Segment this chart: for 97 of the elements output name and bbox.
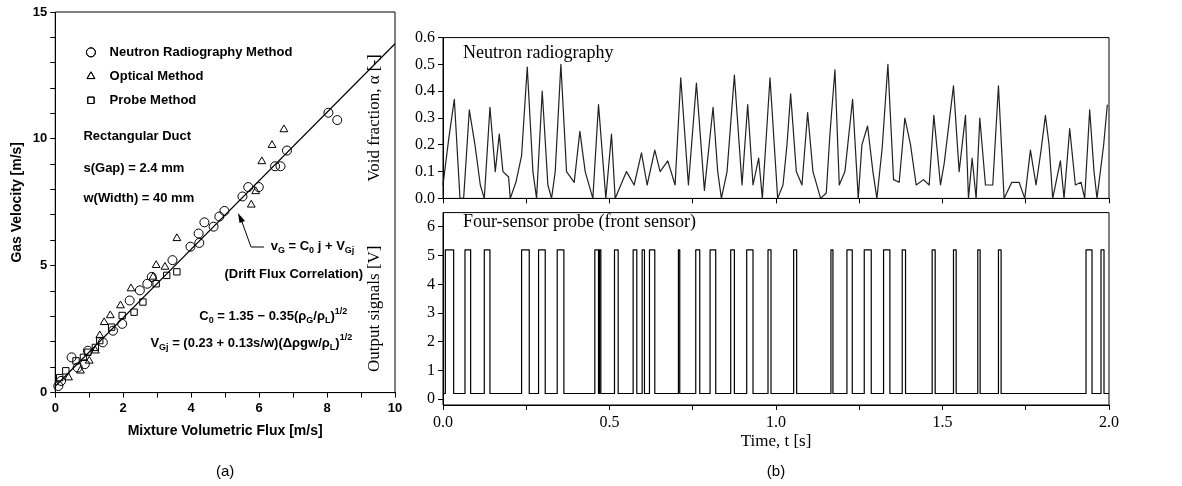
- y-tick-label: 15: [32, 3, 48, 19]
- y-axis-title: Output signals [V]: [363, 245, 383, 373]
- annotation: (Drift Flux Correlation): [224, 266, 364, 282]
- x-tick-label: 6: [255, 399, 263, 415]
- point: [64, 372, 73, 381]
- y-tick-label: 2: [427, 332, 435, 350]
- point: [96, 336, 104, 345]
- point: [97, 337, 108, 348]
- point: [117, 318, 128, 329]
- point: [243, 182, 254, 193]
- point: [163, 271, 171, 280]
- x-tick-label: 10: [387, 399, 403, 415]
- point: [281, 145, 292, 156]
- y-axis-title: Gas Velocity [m/s]: [8, 142, 25, 263]
- y-tick-label: 5: [40, 257, 48, 273]
- legend-label: Optical Method: [109, 67, 204, 83]
- x-tick-label: 2.0: [1099, 412, 1119, 430]
- point: [79, 353, 88, 362]
- point: [193, 228, 204, 239]
- point: [152, 280, 160, 288]
- point: [253, 182, 264, 193]
- x-tick-label: 8: [323, 399, 331, 415]
- x-tick-label: 4: [187, 399, 196, 415]
- point: [79, 359, 90, 370]
- legend-label: Neutron Radiography Method: [109, 43, 293, 59]
- point: [62, 367, 70, 375]
- y-tick-label: 6: [427, 217, 435, 235]
- text: (b): [766, 462, 786, 480]
- x-tick-label: 0.5: [599, 412, 620, 430]
- point: [167, 255, 178, 266]
- point: [53, 381, 64, 391]
- y-tick-label: 0.4: [415, 81, 435, 99]
- y-tick-label: 0.0: [415, 188, 435, 206]
- y-tick-label: 0.5: [415, 54, 435, 72]
- point: [251, 186, 261, 195]
- annotation: w(Width) = 40 mm: [82, 190, 195, 206]
- y-tick-label: 0: [40, 384, 48, 400]
- point: [56, 373, 64, 382]
- point: [275, 161, 286, 172]
- y-tick-label: 3: [427, 303, 435, 321]
- legend-label: Probe Method: [109, 91, 197, 107]
- x-tick-label: 2: [119, 399, 127, 415]
- point: [237, 191, 248, 202]
- x-tick-label: 0: [51, 399, 59, 415]
- point: [107, 323, 116, 331]
- point: [173, 268, 181, 276]
- point: [185, 241, 196, 252]
- point: [257, 156, 267, 165]
- point: [72, 362, 83, 373]
- point: [130, 308, 138, 316]
- annotation: Four-sensor probe (front sensor): [462, 210, 697, 232]
- point: [99, 317, 109, 326]
- point: [267, 140, 277, 148]
- point: [76, 365, 85, 374]
- point: [66, 352, 77, 363]
- annotation: Rectangular Duct: [83, 127, 192, 143]
- point: [142, 278, 153, 289]
- point: [323, 107, 334, 118]
- x-axis-title: Time, t [s]: [740, 431, 812, 451]
- point: [116, 300, 125, 309]
- x-axis-title: Mixture Volumetric Flux [m/s]: [127, 422, 323, 439]
- point: [124, 295, 135, 306]
- y-tick-label: 0.6: [415, 27, 435, 45]
- point: [134, 285, 145, 296]
- point: [208, 221, 219, 232]
- point: [160, 262, 170, 270]
- point: [214, 211, 225, 222]
- point: [172, 233, 182, 242]
- text: (a): [215, 462, 235, 480]
- y-tick-label: 0.1: [415, 161, 435, 179]
- x-tick-label: 1.0: [766, 412, 786, 430]
- annotation: Neutron radiography: [462, 42, 614, 63]
- y-tick-label: 5: [427, 245, 435, 263]
- point: [199, 217, 210, 228]
- point: [151, 260, 161, 268]
- y-tick-label: 0.3: [415, 108, 435, 126]
- y-tick-label: 0.2: [415, 135, 435, 152]
- point: [95, 330, 105, 339]
- annotation: s(Gap) = 2.4 mm: [83, 159, 185, 175]
- point: [84, 355, 94, 364]
- point: [270, 161, 281, 172]
- point: [279, 124, 289, 133]
- point: [108, 325, 119, 336]
- point: [194, 237, 205, 248]
- point: [139, 298, 147, 306]
- point: [332, 115, 343, 126]
- point: [126, 283, 136, 292]
- point: [246, 199, 256, 208]
- y-tick-label: 4: [427, 274, 435, 292]
- point: [118, 311, 126, 320]
- point: [219, 205, 230, 216]
- x-tick-label: 1.5: [932, 412, 953, 430]
- y-tick-label: 1: [427, 360, 435, 378]
- point: [105, 310, 115, 319]
- point: [56, 375, 67, 386]
- point: [72, 357, 80, 365]
- y-tick-label: 10: [32, 130, 48, 146]
